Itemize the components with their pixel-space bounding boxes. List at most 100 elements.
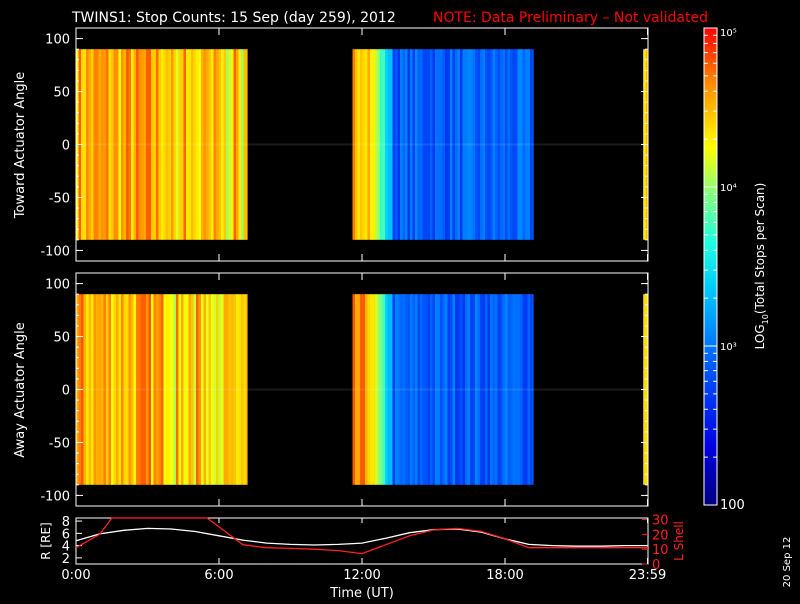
- heatmap-cell: [166, 294, 169, 485]
- heatmap-cell: [405, 49, 408, 240]
- heatmap-cell: [382, 49, 386, 240]
- heatmap-cell: [455, 294, 458, 485]
- heatmap-cell: [76, 388, 648, 391]
- heatmap-cell: [532, 49, 534, 240]
- heatmap-cell: [472, 294, 476, 485]
- heatmap-cell: [445, 294, 448, 485]
- y-tick-label: 100: [45, 278, 70, 293]
- heatmap-cell: [520, 49, 523, 240]
- heatmap-cell: [400, 49, 403, 240]
- heatmap-cell: [181, 49, 184, 240]
- heatmap-cell: [143, 294, 147, 485]
- heatmap-cell: [231, 49, 234, 240]
- heatmap-cell: [460, 49, 463, 240]
- heatmap-cell: [470, 49, 473, 240]
- heatmap-cell: [161, 49, 164, 240]
- y-tick-label: -50: [49, 436, 70, 451]
- heatmap-cell: [527, 294, 531, 485]
- heatmap-cell: [223, 294, 227, 485]
- heatmap-cell: [203, 294, 207, 485]
- heatmap-cell: [208, 49, 212, 240]
- heatmap-cell: [141, 294, 144, 485]
- heatmap-cell: [178, 294, 182, 485]
- heatmap-cell: [487, 294, 491, 485]
- heatmap-cell: [101, 49, 104, 240]
- heatmap-cell: [495, 49, 498, 240]
- heatmap-cell: [457, 49, 461, 240]
- heatmap-cell: [98, 49, 102, 240]
- x-tick-label: 12:00: [343, 568, 380, 583]
- heatmap-cell: [397, 294, 401, 485]
- heatmap-cell: [437, 49, 441, 240]
- heatmap-cell: [213, 294, 217, 485]
- heatmap-cell: [211, 294, 214, 485]
- orbit-panel-frame: [75, 517, 649, 565]
- heatmap-cell: [123, 294, 127, 485]
- heatmap-cell: [515, 49, 518, 240]
- right-y-tick-label: 30: [652, 513, 669, 528]
- y-tick-label: -100: [40, 244, 70, 259]
- heatmap-cell: [357, 294, 361, 485]
- heatmap-cell: [196, 49, 199, 240]
- colorbar-tick-label: 10³: [720, 342, 737, 353]
- left-y-tick-label: 8: [62, 515, 70, 530]
- heatmap-cell: [362, 49, 366, 240]
- heatmap-cell: [440, 294, 443, 485]
- heatmap-cell: [385, 294, 388, 485]
- heatmap-cell: [512, 49, 516, 240]
- heatmap-cell: [108, 49, 112, 240]
- heatmap-cell: [502, 49, 506, 240]
- heatmap-cell: [467, 294, 471, 485]
- y-tick-label: 50: [53, 86, 70, 101]
- orbit-ylabel-right: L Shell: [672, 521, 686, 561]
- heatmap-cell: [243, 294, 247, 485]
- heatmap-cell: [475, 294, 478, 485]
- heatmap-cell: [131, 49, 134, 240]
- heatmap-cell: [375, 294, 378, 485]
- heatmap-cell: [101, 294, 104, 485]
- heatmap-cell: [226, 294, 229, 485]
- heatmap-cell: [163, 49, 167, 240]
- heatmap-cell: [116, 294, 119, 485]
- heatmap-cell: [221, 294, 224, 485]
- away-heatmap-cells: [76, 294, 648, 485]
- heatmap-cell: [151, 294, 154, 485]
- heatmap-cell: [465, 49, 468, 240]
- heatmap-cell: [108, 294, 112, 485]
- heatmap-cell: [510, 294, 513, 485]
- heatmap-cell: [83, 294, 87, 485]
- heatmap-cell: [201, 294, 204, 485]
- heatmap-cell: [512, 294, 516, 485]
- heatmap-cell: [156, 294, 159, 485]
- away-panel: 100 50 0 -50 -100 Away Actuator Angle: [13, 272, 649, 507]
- heatmap-cell: [113, 49, 117, 240]
- heatmap-cell: [171, 49, 174, 240]
- heatmap-cell: [168, 294, 172, 485]
- heatmap-cell: [128, 294, 132, 485]
- heatmap-cell: [402, 49, 406, 240]
- heatmap-cell: [387, 294, 391, 485]
- colorbar: 10⁵ 10⁴ 10³ 100 LOG10(Total Stops per Scan): [703, 27, 770, 513]
- heatmap-cell: [422, 49, 426, 240]
- heatmap-cell: [113, 294, 117, 485]
- side-date-stamp: 20 Sep 12: [782, 537, 793, 588]
- chart-title: TWINS1: Stop Counts: 15 Sep (day 259), 2…: [71, 10, 396, 26]
- lshell-line: [75, 517, 648, 555]
- heatmap-cell: [505, 49, 508, 240]
- heatmap-cell: [390, 49, 393, 240]
- heatmap-cell: [417, 49, 421, 240]
- heatmap-cell: [106, 49, 109, 240]
- heatmap-cell: [507, 49, 511, 240]
- heatmap-cell: [141, 49, 144, 240]
- heatmap-cell: [193, 294, 197, 485]
- heatmap-cell: [492, 294, 496, 485]
- heatmap-cell: [467, 49, 471, 240]
- time-axis-label: Time (UT): [329, 586, 394, 600]
- toward-panel: 100 50 0 -50 -100 Toward Actuator Angle: [13, 27, 649, 262]
- heatmap-cell: [412, 49, 416, 240]
- heatmap-cell: [400, 294, 403, 485]
- heatmap-cell: [530, 294, 533, 485]
- heatmap-cell: [427, 294, 431, 485]
- heatmap-cell: [390, 294, 393, 485]
